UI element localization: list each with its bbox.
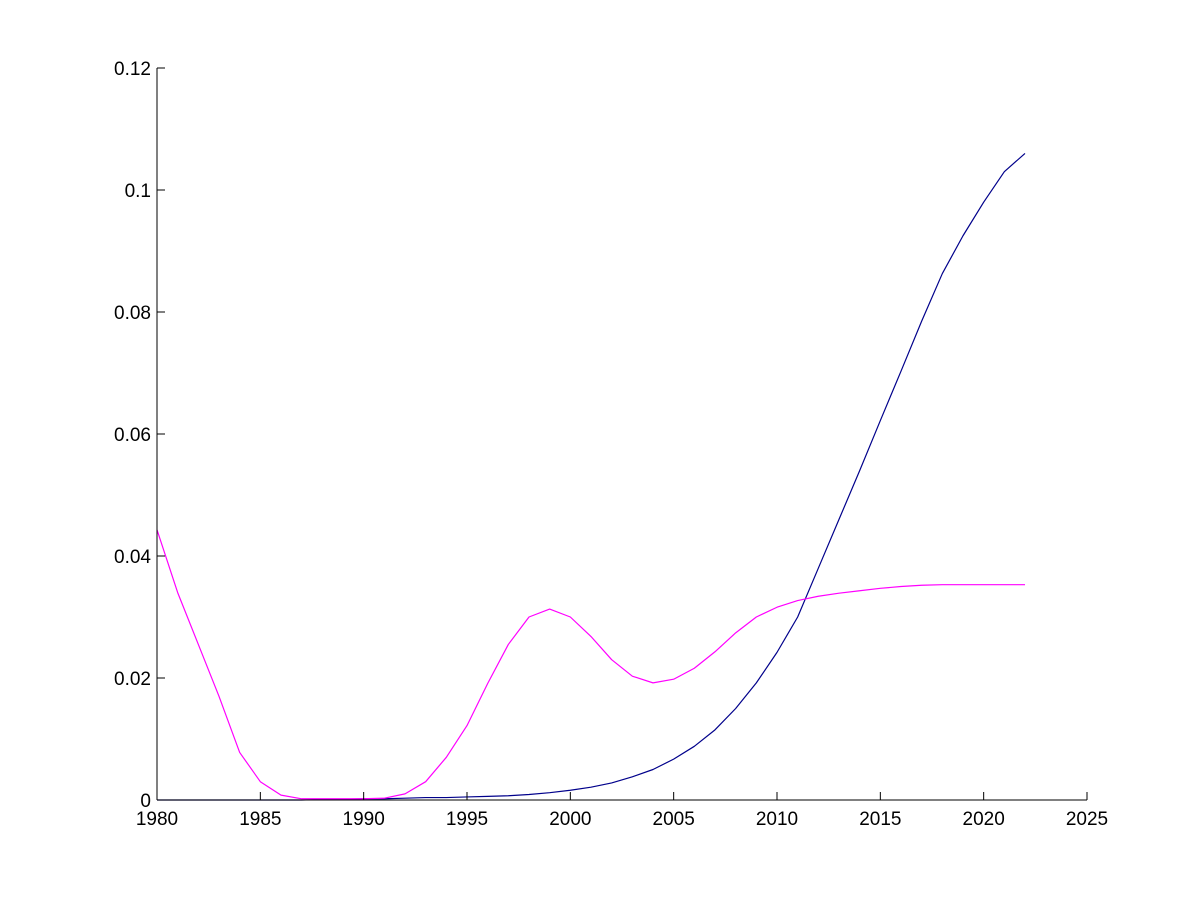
x-tick-label: 1985 <box>239 809 281 830</box>
series-layer <box>156 152 1026 801</box>
y-tick-label: 0 <box>140 791 151 812</box>
y-tick-label: 0.02 <box>114 669 151 690</box>
y-tick-label: 0.12 <box>114 59 151 80</box>
x-tick-label: 2005 <box>653 809 695 830</box>
y-tick-label: 0.06 <box>114 425 151 446</box>
y-tick-label: 0.08 <box>114 303 151 324</box>
x-tick-label: 2025 <box>1066 809 1108 830</box>
x-tick-label: 2015 <box>859 809 901 830</box>
series-line-2 <box>156 529 1025 800</box>
x-tick-label: 2000 <box>549 809 591 830</box>
x-tick-label: 1990 <box>343 809 385 830</box>
axes-layer: 1980 1985 1990 1995 2000 2005 2010 2015 2020 2025… <box>114 59 1108 830</box>
x-tick-label: 1995 <box>446 809 488 830</box>
x-tick-label: 2010 <box>756 809 798 830</box>
x-tick-label: 1980 <box>136 809 178 830</box>
y-tick-label: 0.1 <box>125 181 151 202</box>
series-line-1 <box>157 152 1026 801</box>
x-tick-label: 2020 <box>963 809 1005 830</box>
y-tick-label: 0.04 <box>114 547 151 568</box>
